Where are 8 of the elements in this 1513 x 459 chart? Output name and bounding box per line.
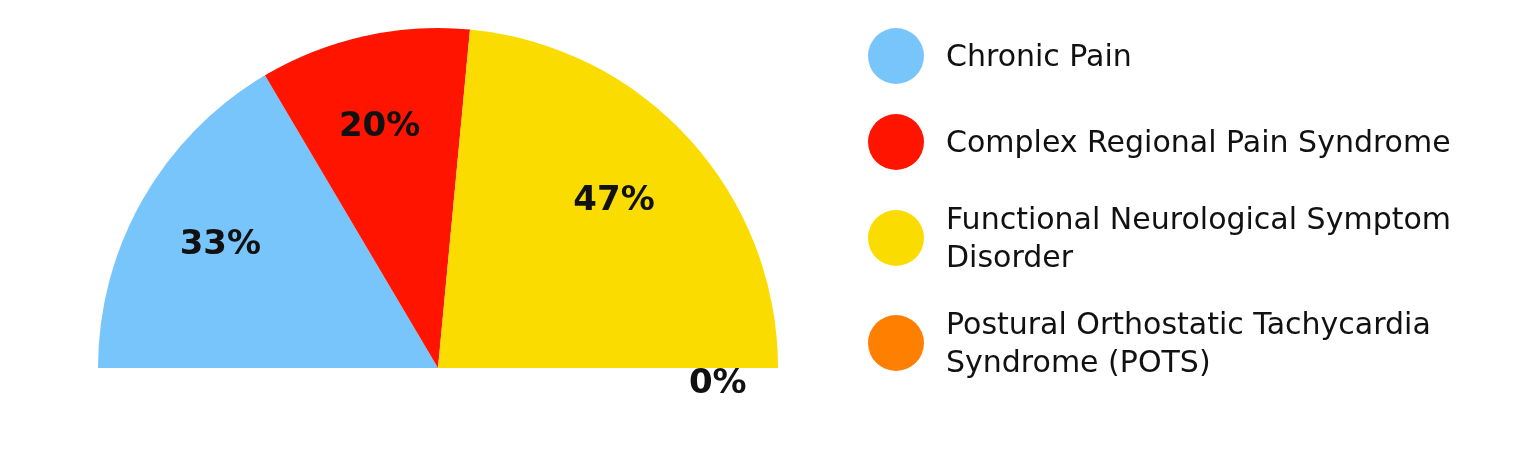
legend-label: Postural Orthostatic Tachycardia Syndrome (POTS) — [946, 305, 1432, 380]
legend-label: Functional Neurological Symptom Disorder — [946, 200, 1453, 275]
data-label: 47% — [573, 178, 655, 219]
data-label: 20% — [338, 104, 421, 145]
legend-label: Chronic Pain — [946, 37, 1132, 75]
text: 0% — [688, 360, 747, 401]
legend-label: Complex Regional Pain Syndrome — [946, 123, 1451, 161]
data-label: 33% — [179, 221, 262, 262]
